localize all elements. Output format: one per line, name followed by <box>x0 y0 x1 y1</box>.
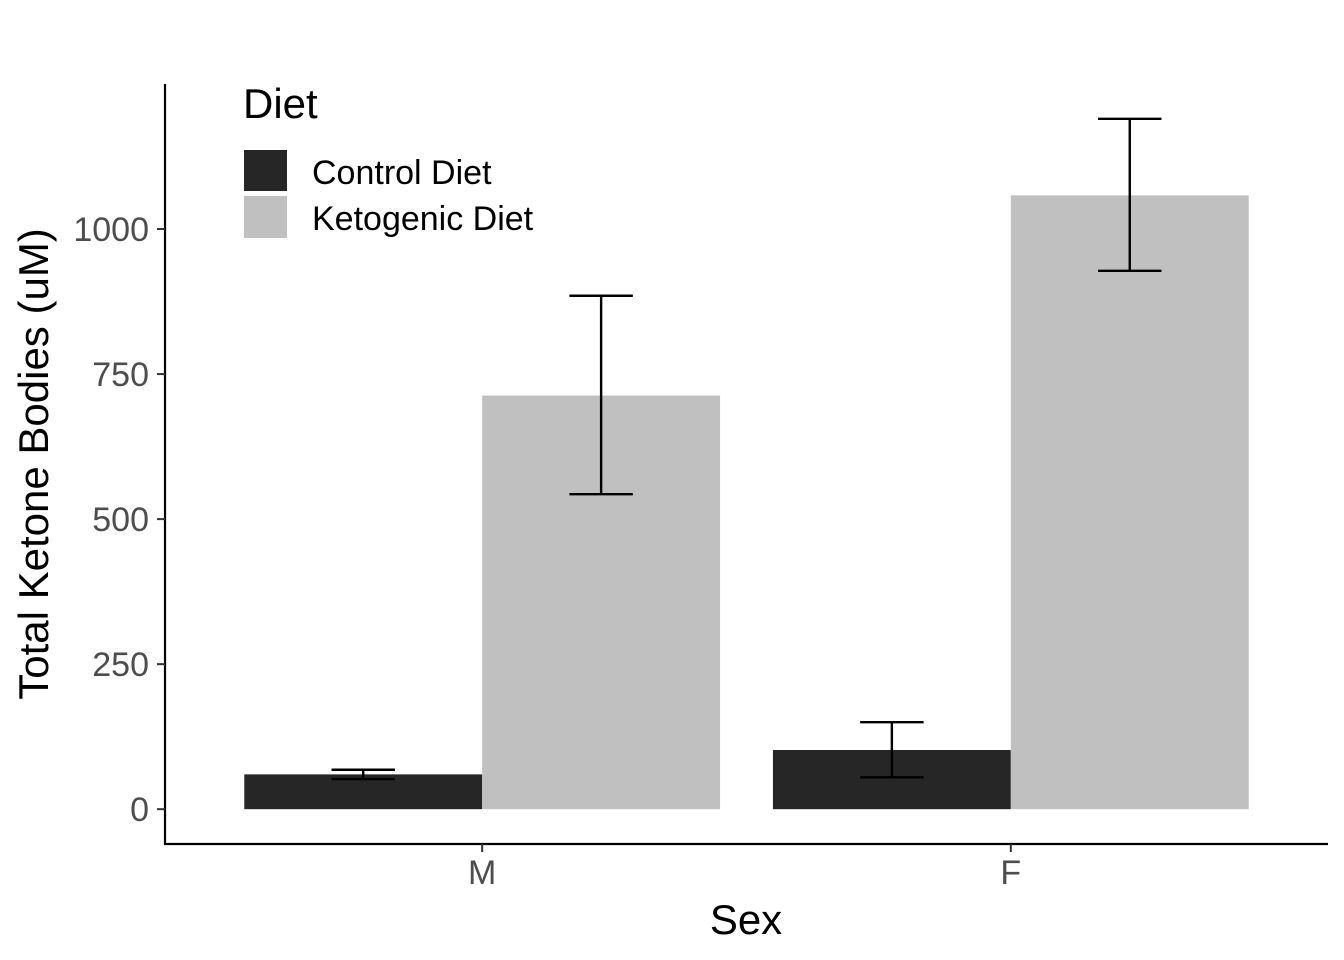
y-tick-label: 1000 <box>73 211 149 249</box>
bars-layer <box>244 195 1249 810</box>
y-tick-label: 500 <box>92 501 149 539</box>
y-tick-label: 250 <box>92 646 149 684</box>
y-tick-label: 750 <box>92 356 149 394</box>
x-tick-label-m: M <box>468 854 496 892</box>
error-bar-control-diet-m <box>331 768 395 781</box>
error-bar-ketogenic-diet-m <box>569 294 633 496</box>
error-bars-layer <box>331 117 1162 781</box>
x-axis-title: Sex <box>710 896 782 943</box>
legend-title: Diet <box>243 80 318 127</box>
error-bar-ketogenic-diet-f <box>1098 117 1162 273</box>
legend-key-ketogenic-diet <box>244 196 287 238</box>
y-axis-ticks: 0 250 500 750 1000 <box>73 211 165 829</box>
legend-label-ketogenic-diet: Ketogenic Diet <box>312 200 534 238</box>
error-bar-control-diet-f <box>860 720 924 779</box>
x-tick-label-f: F <box>1000 854 1021 892</box>
legend-label-control-diet: Control Diet <box>312 154 492 192</box>
legend: Diet Control Diet Ketogenic Diet <box>243 80 534 238</box>
bar-ketogenic-diet-f <box>1010 195 1249 810</box>
legend-key-control-diet <box>244 150 287 191</box>
y-tick-label: 0 <box>130 791 149 829</box>
y-axis-title: Total Ketone Bodies (uM) <box>10 228 57 700</box>
